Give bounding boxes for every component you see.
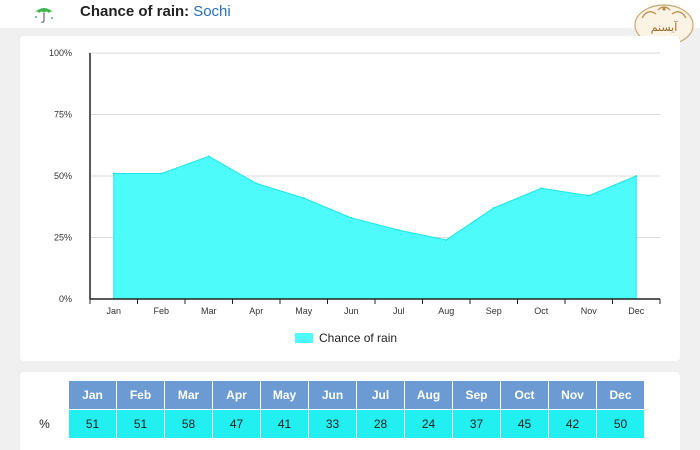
- rain-chart: 0% 25% 50% 75% 100% Jan Feb Mar Apr May Jun Jul Aug S…: [49, 48, 661, 345]
- y-tick-label: 25%: [54, 233, 72, 243]
- data-point-oct: [540, 187, 543, 190]
- data-point-aug: [445, 238, 448, 241]
- legend-swatch: [295, 333, 313, 343]
- x-tick-label: Jul: [393, 306, 405, 316]
- rain-table: Jan Feb Mar Apr May Jun Jul Aug Sep Oct Nov Dec % 5…: [20, 380, 645, 439]
- page-header: Chance of rain: Sochi آیسنم: [0, 0, 700, 46]
- data-point-feb: [160, 172, 163, 175]
- month-header-dec: Dec: [597, 381, 644, 409]
- table-row: % 51 51 58 47 41 33 28 24 37 45 42 50: [21, 410, 644, 438]
- logo-text: آیسنم: [651, 20, 679, 34]
- chart-card: 0% 25% 50% 75% 100% Jan Feb Mar Apr May Jun Jul Aug S…: [20, 36, 680, 361]
- month-header-aug: Aug: [405, 381, 452, 409]
- value-cell-apr: 47: [213, 410, 260, 438]
- x-tick-label: Dec: [628, 306, 645, 316]
- legend-layer: Chance of rain: [295, 331, 397, 345]
- month-header-mar: Mar: [165, 381, 212, 409]
- umbrella-icon: [34, 8, 54, 23]
- table-header-row: Jan Feb Mar Apr May Jun Jul Aug Sep Oct Nov Dec: [21, 381, 644, 409]
- x-tick-label: Nov: [581, 306, 598, 316]
- y-tick-label: 0%: [59, 294, 72, 304]
- month-header-apr: Apr: [213, 381, 260, 409]
- x-tick-label: Sep: [486, 306, 502, 316]
- x-tick-label: Oct: [534, 306, 549, 316]
- row-label: %: [21, 410, 68, 438]
- data-point-dec: [635, 175, 638, 177]
- value-cell-jan: 51: [69, 410, 116, 438]
- value-cell-aug: 24: [405, 410, 452, 438]
- x-tick-label: May: [295, 306, 313, 316]
- y-tick-label: 75%: [54, 110, 72, 120]
- x-tick-label: Jan: [106, 306, 121, 316]
- rain-area: [113, 155, 637, 300]
- page-title: Chance of rain: Sochi: [80, 3, 231, 20]
- data-point-apr: [255, 182, 258, 185]
- table-card: Jan Feb Mar Apr May Jun Jul Aug Sep Oct Nov Dec % 5…: [20, 372, 680, 450]
- table-corner: [21, 381, 68, 409]
- value-cell-jul: 28: [357, 410, 404, 438]
- data-point-jul: [397, 229, 400, 232]
- value-cell-nov: 42: [549, 410, 596, 438]
- x-tick-label: Aug: [438, 306, 454, 316]
- title-label: Chance of rain:: [80, 3, 190, 20]
- value-cell-jun: 33: [309, 410, 356, 438]
- value-cell-may: 41: [261, 410, 308, 438]
- x-tick-label: Mar: [201, 306, 217, 316]
- y-tick-label: 50%: [54, 171, 72, 181]
- month-header-may: May: [261, 381, 308, 409]
- value-cell-dec: 50: [597, 410, 644, 438]
- month-header-feb: Feb: [117, 381, 164, 409]
- month-header-sep: Sep: [453, 381, 500, 409]
- legend-label[interactable]: Chance of rain: [319, 331, 397, 345]
- data-point-sep: [492, 206, 495, 209]
- x-tick-label: Feb: [153, 306, 169, 316]
- area-layer: [112, 155, 638, 300]
- month-header-jul: Jul: [357, 381, 404, 409]
- value-cell-oct: 45: [501, 410, 548, 438]
- data-point-jun: [350, 216, 353, 219]
- month-header-jan: Jan: [69, 381, 116, 409]
- data-point-may: [302, 197, 305, 200]
- data-point-jan: [112, 172, 115, 175]
- value-cell-feb: 51: [117, 410, 164, 438]
- value-cell-mar: 58: [165, 410, 212, 438]
- month-header-nov: Nov: [549, 381, 596, 409]
- value-cell-sep: 37: [453, 410, 500, 438]
- axis-layer: 0% 25% 50% 75% 100% Jan Feb Mar Apr May Jun Jul Aug S…: [49, 48, 661, 316]
- x-tick-label: Jun: [344, 306, 359, 316]
- month-header-oct: Oct: [501, 381, 548, 409]
- month-header-jun: Jun: [309, 381, 356, 409]
- x-tick-label: Apr: [249, 306, 263, 316]
- data-point-mar: [207, 155, 210, 158]
- data-point-nov: [587, 194, 590, 197]
- city-link[interactable]: Sochi: [193, 3, 231, 20]
- y-tick-label: 100%: [49, 48, 72, 58]
